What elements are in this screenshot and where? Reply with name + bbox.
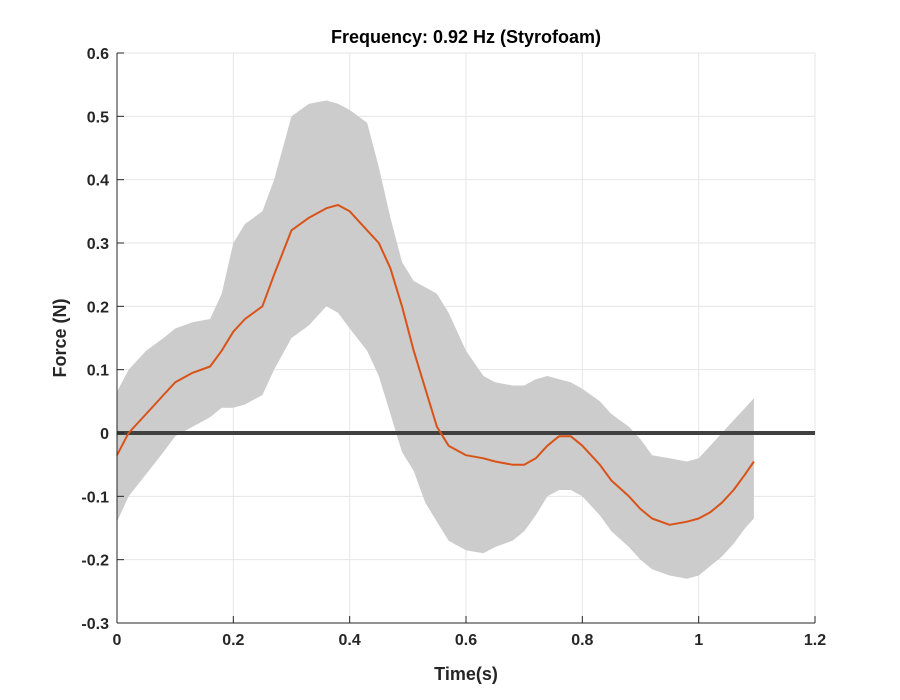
y-tick-label: 0.1 (87, 363, 109, 380)
x-axis-label: Time(s) (434, 664, 498, 684)
x-tick-label: 1 (694, 632, 703, 649)
y-tick-label: 0.3 (87, 236, 109, 253)
y-tick-label: -0.2 (81, 553, 109, 570)
y-tick-labels: -0.3 -0.2 -0.1 0 0.1 0.2 0.3 0.4 0.5 0.6 (81, 46, 109, 633)
mean-force-line (116, 204, 755, 526)
y-tick-label: 0.4 (87, 173, 109, 190)
y-axis-label: Force (N) (50, 298, 70, 377)
y-tick-label: 0.6 (87, 46, 109, 63)
y-tick-label: -0.1 (81, 489, 109, 506)
y-tick-label: 0.2 (87, 299, 109, 316)
axes (116, 52, 816, 624)
y-tick-label: -0.3 (81, 616, 109, 633)
y-tick-label: 0 (100, 426, 109, 443)
x-tick-label: 0.8 (571, 632, 593, 649)
x-tick-labels: 0 0.2 0.4 0.6 0.8 1 1.2 (113, 632, 827, 649)
std-band-group (117, 100, 754, 579)
y-tick-label: 0.5 (87, 109, 109, 126)
x-tick-label: 1.2 (804, 632, 826, 649)
x-tick-label: 0.2 (222, 632, 244, 649)
x-tick-label: 0.4 (339, 632, 361, 649)
chart-title: Frequency: 0.92 Hz (Styrofoam) (331, 27, 601, 47)
mean-line-group (116, 204, 755, 526)
std-band (117, 100, 754, 579)
x-tick-label: 0 (113, 632, 122, 649)
x-tick-label: 0.6 (455, 632, 477, 649)
